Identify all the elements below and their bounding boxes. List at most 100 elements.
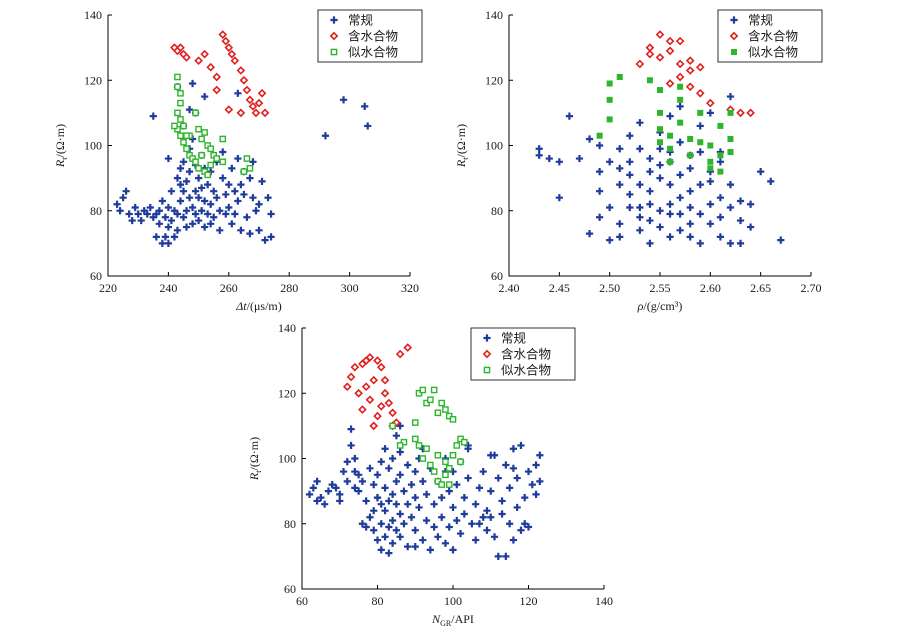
conventional-point — [422, 516, 431, 525]
conventional-point — [373, 536, 382, 544]
suspected-hydrate-point — [411, 435, 419, 443]
conventional-point — [656, 174, 664, 182]
conventional-point — [385, 464, 393, 472]
y-tick-label: 120 — [84, 73, 102, 87]
suspected-hydrate-point — [457, 458, 464, 466]
hydrate-point — [685, 66, 695, 75]
conventional-point — [479, 467, 487, 476]
suspected-hydrate-point — [677, 96, 684, 103]
conventional-point — [686, 220, 694, 228]
conventional-point — [509, 464, 517, 472]
conventional-point — [676, 171, 684, 179]
conventional-point — [407, 513, 416, 521]
hydrate-point — [373, 411, 382, 421]
conventional-point — [686, 203, 694, 212]
conventional-point — [536, 451, 544, 459]
conventional-point — [210, 213, 218, 221]
y-tick-label: 120 — [278, 386, 296, 400]
hydrate-point — [380, 388, 390, 398]
conventional-point — [646, 168, 654, 176]
conventional-point — [389, 454, 397, 463]
conventional-point — [219, 148, 227, 156]
conventional-point — [656, 223, 664, 231]
conventional-point — [164, 223, 172, 231]
suspected-hydrate-point — [246, 165, 254, 172]
conventional-point — [494, 552, 502, 560]
conventional-point — [351, 484, 359, 492]
x-tick-label: 2.65 — [750, 281, 771, 295]
suspected-hydrate-point — [174, 73, 181, 81]
suspected-hydrate-point — [219, 135, 227, 143]
legend-label: 含水合物 — [348, 29, 398, 44]
x-tick-label: 2.40 — [499, 281, 520, 295]
hydrate-point — [245, 95, 255, 105]
conventional-point — [137, 216, 145, 225]
conventional-point — [646, 200, 654, 208]
conventional-point — [362, 497, 370, 505]
conventional-point — [396, 533, 404, 541]
legend-marker-conventional-point — [330, 16, 338, 24]
suspected-hydrate-point — [677, 83, 684, 90]
conventional-point — [396, 471, 404, 479]
suspected-hydrate-point — [427, 461, 434, 469]
conventional-point — [626, 132, 634, 140]
conventional-point — [225, 203, 233, 212]
conventional-point — [370, 507, 378, 515]
conventional-point — [385, 497, 393, 505]
suspected-hydrate-point — [434, 451, 442, 459]
hydrate-point — [645, 49, 655, 59]
suspected-hydrate-point — [606, 80, 613, 87]
conventional-point — [188, 220, 197, 228]
hydrate-point — [251, 108, 261, 118]
conventional-point — [381, 445, 389, 453]
conventional-point — [309, 484, 317, 492]
conventional-point — [267, 210, 275, 218]
conventional-point — [267, 233, 275, 241]
conventional-point — [370, 526, 378, 534]
conventional-point — [726, 203, 735, 212]
y-tick-label: 140 — [84, 8, 102, 22]
conventional-point — [483, 526, 491, 534]
conventional-point — [487, 487, 495, 495]
conventional-point — [173, 210, 182, 218]
hydrate-point — [176, 43, 185, 52]
suspected-hydrate-point — [396, 442, 404, 449]
conventional-point — [216, 207, 224, 215]
hydrate-point — [212, 72, 222, 82]
hydrate-point — [224, 43, 234, 52]
conventional-point — [336, 490, 344, 498]
conventional-point — [509, 536, 517, 544]
hydrate-point — [221, 36, 231, 46]
conventional-point — [204, 181, 212, 189]
conventional-point — [317, 494, 325, 502]
conventional-point — [364, 122, 372, 130]
hydrate-point — [182, 53, 191, 62]
conventional-point — [128, 216, 136, 225]
conventional-point — [706, 200, 714, 208]
conventional-point — [400, 520, 408, 528]
conventional-point — [676, 194, 684, 202]
conventional-point — [472, 500, 480, 508]
hydrate-point — [346, 372, 356, 382]
conventional-point — [234, 154, 242, 163]
conventional-point — [736, 239, 745, 247]
conventional-point — [517, 441, 525, 450]
conventional-point — [449, 503, 457, 512]
legend-marker-suspected-hydrate-point — [330, 48, 338, 56]
conventional-points — [305, 422, 544, 560]
hydrate-point — [403, 343, 413, 352]
x-tick-label: 220 — [99, 281, 117, 295]
hydrate-point — [365, 353, 375, 362]
conventional-point — [343, 458, 351, 466]
conventional-point — [646, 239, 654, 247]
conventional-point — [757, 168, 765, 176]
conventional-point — [176, 181, 185, 189]
conventional-point — [358, 520, 366, 528]
conventional-point — [506, 520, 514, 528]
suspected-hydrate-point — [667, 132, 674, 139]
conventional-point — [113, 200, 121, 208]
suspected-hydrate-point — [192, 109, 199, 117]
x-tick-label: 2.60 — [700, 281, 721, 295]
